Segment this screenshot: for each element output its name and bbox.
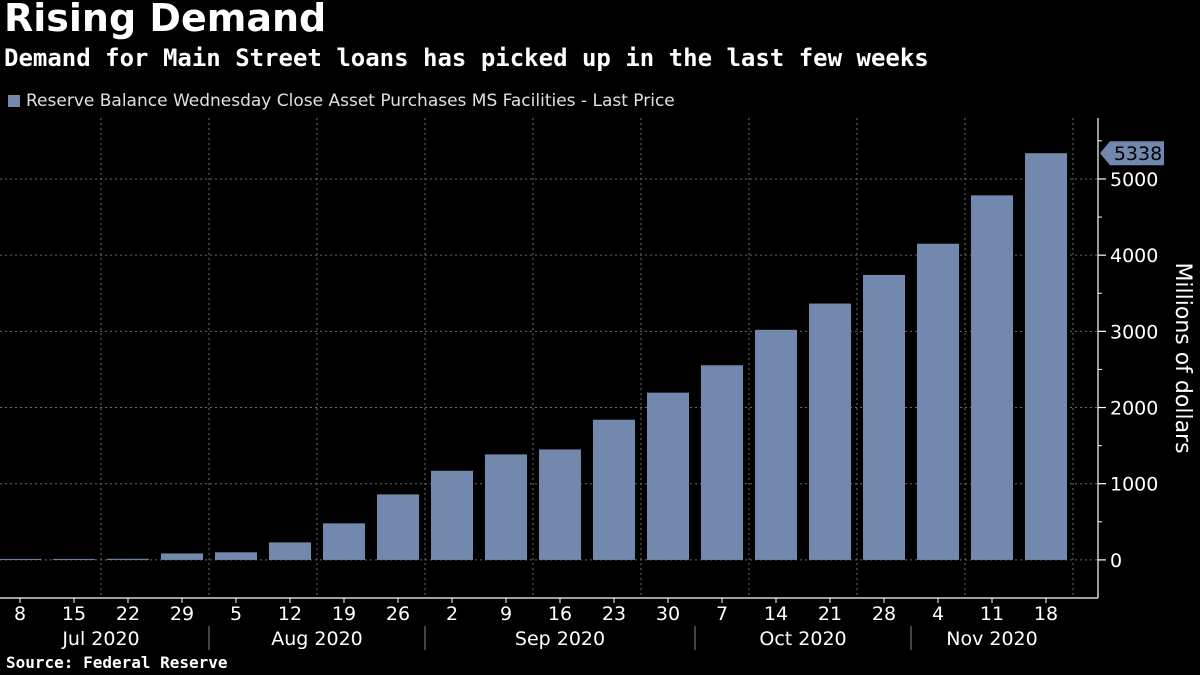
month-label-4: Nov 2020 [946, 628, 1037, 650]
bar-15 [53, 558, 95, 560]
x-tick-label-5: 5 [230, 603, 242, 625]
x-tick-label-30: 30 [656, 603, 680, 625]
chart-title: Rising Demand [4, 0, 327, 40]
y-tick-label-2000: 2000 [1110, 398, 1158, 420]
last-value-tag [1100, 141, 1164, 166]
bar-16 [539, 449, 581, 560]
month-label-2: Sep 2020 [515, 628, 605, 650]
bar-21 [809, 303, 851, 560]
bar-29 [161, 553, 203, 560]
y-tick-label-3000: 3000 [1110, 321, 1158, 343]
x-tick-label-12: 12 [278, 603, 302, 625]
x-tick-label-16: 16 [548, 603, 572, 625]
x-tick-label-18: 18 [1034, 603, 1058, 625]
source-note: Source: Federal Reserve [6, 653, 228, 672]
x-tick-label-19: 19 [332, 603, 356, 625]
bar-19 [323, 523, 365, 560]
y-tick-label-0: 0 [1110, 550, 1122, 572]
x-tick-label-11: 11 [980, 603, 1004, 625]
y-tick-label-4000: 4000 [1110, 245, 1158, 267]
bar-4 [917, 243, 959, 560]
x-tick-label-15: 15 [62, 603, 86, 625]
bar-5 [215, 552, 257, 560]
x-tick-label-9: 9 [500, 603, 512, 625]
bar-18 [1025, 153, 1067, 560]
x-tick-label-2: 2 [446, 603, 458, 625]
bar-26 [377, 494, 419, 560]
bar-7 [701, 365, 743, 560]
bar-12 [269, 542, 311, 560]
legend-label: Reserve Balance Wednesday Close Asset Pu… [26, 91, 675, 111]
last-value-callout: 5338 [1100, 141, 1164, 166]
month-label-3: Oct 2020 [759, 628, 846, 650]
bar-28 [863, 274, 905, 560]
chart-subtitle: Demand for Main Street loans has picked … [4, 44, 929, 72]
x-tick-label-8: 8 [14, 603, 26, 625]
x-tick-label-4: 4 [932, 603, 944, 625]
x-tick-label-29: 29 [170, 603, 194, 625]
x-tick-label-26: 26 [386, 603, 410, 625]
y-axis-label: Millions of dollars [1170, 262, 1195, 453]
y-tick-label-5000: 5000 [1110, 169, 1158, 191]
last-value-text: 5338 [1114, 143, 1162, 165]
x-tick-label-28: 28 [872, 603, 896, 625]
x-tick-label-22: 22 [116, 603, 140, 625]
x-tick-label-14: 14 [764, 603, 788, 625]
bar-14 [755, 329, 797, 560]
bars [0, 153, 1067, 560]
y-axis: 0 1000 2000 3000 4000 5000 [1097, 118, 1158, 598]
bar-11 [971, 195, 1013, 560]
x-tick-label-23: 23 [602, 603, 626, 625]
x-tick-label-21: 21 [818, 603, 842, 625]
y-tick-label-1000: 1000 [1110, 474, 1158, 496]
bar-23 [593, 419, 635, 560]
x-tick-label-7: 7 [716, 603, 728, 625]
bar-9 [485, 454, 527, 560]
bar-2 [431, 470, 473, 560]
bar-8 [0, 558, 41, 560]
legend-swatch [8, 95, 20, 107]
bar-22 [107, 558, 149, 560]
legend: Reserve Balance Wednesday Close Asset Pu… [8, 91, 675, 111]
month-label-0: Jul 2020 [61, 628, 139, 650]
grid-lines [0, 118, 1098, 598]
month-label-1: Aug 2020 [271, 628, 363, 650]
bar-30 [647, 392, 689, 560]
